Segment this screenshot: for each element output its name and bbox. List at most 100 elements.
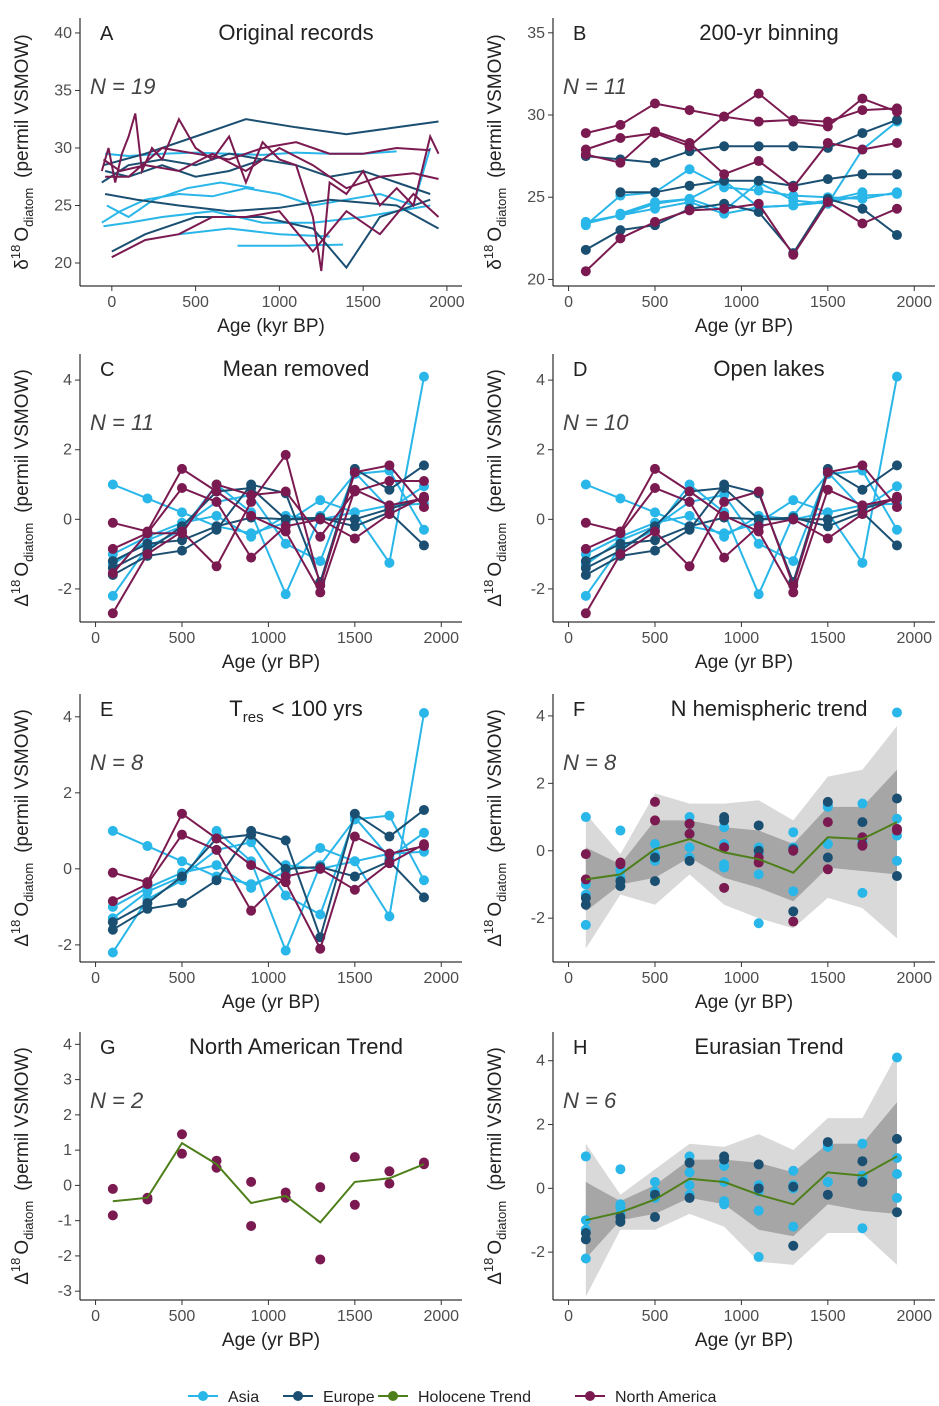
data-point	[857, 1223, 868, 1234]
data-point	[246, 552, 257, 563]
data-point	[615, 876, 626, 887]
panel-title: Mean removed	[223, 356, 370, 381]
y-axis-title: δ18 Odiatom (permil VSMOW)	[481, 34, 509, 269]
data-point	[142, 538, 153, 549]
data-point	[211, 875, 222, 886]
data-point	[857, 128, 868, 139]
y-tick-label: 35	[54, 82, 72, 99]
data-point	[580, 128, 591, 139]
data-point	[891, 823, 902, 834]
data-point	[822, 484, 833, 495]
data-point	[684, 855, 695, 866]
data-point	[349, 1152, 360, 1163]
data-point	[822, 1176, 833, 1187]
y-title-symbol: Δ	[485, 1272, 506, 1285]
data-point	[891, 1168, 902, 1179]
data-point	[753, 207, 764, 218]
data-point	[649, 98, 660, 109]
panel: -2 0 2 4 0 500 1000 1500 2000 Age (yr BP) Δ18 Odiat…	[481, 694, 935, 1013]
data-point	[315, 909, 326, 920]
data-point	[822, 521, 833, 532]
data-point	[684, 828, 695, 839]
data-point	[788, 587, 799, 598]
panel-title: Open lakes	[713, 356, 824, 381]
data-point	[719, 1154, 730, 1165]
x-tick-label: 2000	[423, 630, 459, 647]
y-title-sub: diatom	[21, 863, 36, 902]
data-point	[649, 815, 660, 826]
series-line	[112, 480, 424, 574]
data-point	[753, 486, 764, 497]
data-point	[857, 93, 868, 104]
y-title-symbol: δ	[485, 259, 506, 270]
data-point	[280, 871, 291, 882]
y-title-base: O	[12, 227, 33, 242]
y-tick-label: 4	[63, 1036, 72, 1053]
data-point	[684, 818, 695, 829]
y-title-sup: 18	[8, 580, 23, 594]
data-point	[788, 556, 799, 567]
data-point	[246, 483, 257, 493]
x-axis-title: Age (yr BP)	[695, 992, 793, 1013]
data-point	[788, 1165, 799, 1176]
data-point	[891, 1192, 902, 1203]
data-point	[615, 119, 626, 130]
data-point	[580, 608, 591, 619]
data-point	[753, 538, 764, 549]
data-point	[418, 708, 429, 719]
y-axis-title: Δ18 Odiatom (permil VSMOW)	[8, 369, 36, 607]
data-point	[684, 105, 695, 116]
panel-title: Original records	[218, 20, 373, 45]
data-point	[788, 116, 799, 127]
data-point	[857, 1138, 868, 1149]
data-point	[142, 841, 153, 852]
data-point	[891, 460, 902, 471]
data-point	[580, 590, 591, 601]
series-line	[111, 192, 440, 259]
data-point	[857, 1156, 868, 1167]
data-point	[211, 479, 222, 490]
data-point	[719, 531, 730, 542]
y-tick-label: -2	[531, 1244, 545, 1261]
data-point	[315, 842, 326, 853]
data-point	[891, 871, 902, 882]
y-title-sup: 18	[481, 580, 496, 594]
data-point	[142, 879, 153, 890]
series-line	[585, 102, 898, 135]
data-point	[615, 233, 626, 244]
y-title-unit: (permil VSMOW)	[485, 34, 506, 178]
data-point	[891, 502, 902, 513]
x-tick-label: 0	[564, 630, 573, 647]
data-point	[349, 507, 360, 518]
legend-swatch-dot	[198, 1391, 208, 1401]
y-title-symbol: Δ	[12, 594, 33, 607]
data-point	[176, 545, 187, 556]
series-line	[585, 92, 898, 151]
series-line	[112, 833, 425, 913]
data-point	[384, 831, 395, 842]
data-point	[580, 556, 591, 567]
data-point	[246, 1176, 257, 1187]
data-point	[615, 549, 626, 560]
data-point	[753, 820, 764, 831]
y-tick-label: 20	[54, 255, 72, 272]
series-line	[585, 376, 898, 566]
x-axis-title: Age (kyr BP)	[217, 316, 325, 337]
data-point	[246, 489, 257, 500]
data-point	[891, 114, 902, 125]
series-line	[112, 712, 425, 920]
series-line	[584, 464, 898, 614]
data-point	[580, 479, 591, 490]
y-tick-label: 30	[54, 140, 72, 157]
data-point	[580, 563, 591, 574]
data-point	[857, 509, 868, 520]
data-point	[753, 1251, 764, 1262]
data-point	[719, 496, 730, 507]
x-tick-label: 1500	[337, 1308, 373, 1325]
data-point	[384, 858, 395, 869]
data-point	[719, 169, 730, 180]
x-tick-label: 500	[169, 1308, 196, 1325]
data-point	[753, 88, 764, 99]
data-point	[788, 249, 799, 260]
data-point	[615, 133, 626, 144]
